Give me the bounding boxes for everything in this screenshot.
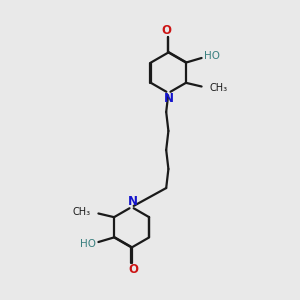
Text: O: O (162, 24, 172, 37)
Text: CH₃: CH₃ (209, 83, 227, 93)
Text: CH₃: CH₃ (73, 207, 91, 217)
Text: N: N (164, 92, 173, 105)
Text: HO: HO (204, 51, 220, 61)
Text: HO: HO (80, 239, 96, 249)
Text: N: N (128, 195, 137, 208)
Text: O: O (129, 263, 139, 276)
